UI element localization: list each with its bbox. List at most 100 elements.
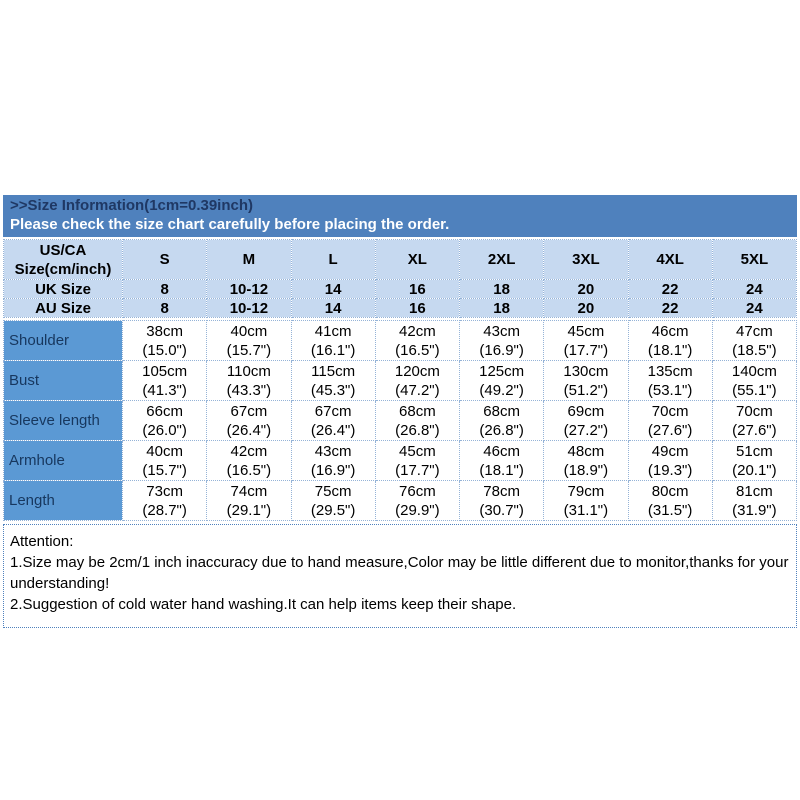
measurement-cm-value: 69cm xyxy=(567,402,605,420)
measurement-cm-value: 38cm xyxy=(146,322,183,340)
measurement-cm-value: 73cm xyxy=(146,482,183,500)
measurement-cm-value: 46cm xyxy=(651,322,689,340)
size-chart-panel: >>Size Information(1cm=0.39inch) Please … xyxy=(3,195,798,628)
size-number-cell: 14 xyxy=(290,279,376,299)
size-col-header: XL xyxy=(374,239,461,280)
measurement-cm-value: 46cm xyxy=(483,442,520,460)
measurement-cell: 74cm (29.1") xyxy=(206,480,292,521)
measurement-cm-value: 67cm xyxy=(314,402,352,420)
measurement-inch-value: (26.4") xyxy=(226,421,272,439)
measurement-cm-value: 130cm xyxy=(563,362,609,380)
corner-header-line1: US/CA xyxy=(39,241,87,259)
measurement-inch-value: (43.3") xyxy=(226,381,272,399)
measurement-inch-value: (26.0") xyxy=(142,421,187,439)
measurement-cm-value: 68cm xyxy=(483,402,520,420)
measurement-cell: 70cm (27.6") xyxy=(627,400,713,441)
measurement-cm-value: 49cm xyxy=(651,442,689,460)
measurement-cell: 135cm (53.1") xyxy=(627,360,713,401)
measurement-cell: 46cm (18.1") xyxy=(627,320,713,361)
measurement-cm-value: 105cm xyxy=(142,362,188,380)
banner-subtitle: Please check the size chart carefully be… xyxy=(10,216,450,233)
uk-size-row: UK Size 8 10-12 14 16 18 20 22 24 xyxy=(3,279,798,299)
measurement-cm-value: 41cm xyxy=(314,322,352,340)
measurement-cm-value: 78cm xyxy=(483,482,520,500)
measurement-cm-value: 74cm xyxy=(230,482,268,500)
measurement-inch-value: (16.9") xyxy=(479,341,524,359)
measurement-cell: 75cm (29.5") xyxy=(290,480,376,521)
measurement-cell: 40cm (15.7") xyxy=(121,440,208,481)
measurement-inch-value: (18.9") xyxy=(563,461,609,479)
size-number-cell: 18 xyxy=(458,298,545,318)
measurement-inch-value: (16.9") xyxy=(310,461,356,479)
measurement-label: Length xyxy=(3,480,123,521)
measurement-cm-value: 70cm xyxy=(651,402,689,420)
measurement-cell: 67cm (26.4") xyxy=(206,400,292,441)
measurement-cell: 48cm (18.9") xyxy=(543,440,629,481)
measurement-cell: 105cm (41.3") xyxy=(121,360,208,401)
measurement-inch-value: (31.5") xyxy=(647,501,693,519)
measurement-cm-value: 81cm xyxy=(736,482,773,500)
measurement-cell: 140cm (55.1") xyxy=(711,360,798,401)
size-number-cell: 10-12 xyxy=(206,298,292,318)
measurement-cell: 45cm (17.7") xyxy=(374,440,461,481)
measurement-inch-value: (55.1") xyxy=(732,381,777,399)
measurement-cell: 42cm (16.5") xyxy=(206,440,292,481)
measurement-cm-value: 115cm xyxy=(311,362,356,380)
size-col-header: 2XL xyxy=(458,239,545,280)
size-col-header: S xyxy=(121,239,208,280)
measurement-cell: 70cm (27.6") xyxy=(711,400,798,441)
measurement-cell: 38cm (15.0") xyxy=(121,320,208,361)
measurement-label: Bust xyxy=(3,360,123,401)
measurement-inch-value: (18.5") xyxy=(732,341,777,359)
measurement-cell: 81cm (31.9") xyxy=(711,480,798,521)
measurement-inch-value: (19.3") xyxy=(647,461,693,479)
measurement-inch-value: (30.7") xyxy=(479,501,524,519)
measurement-cm-value: 45cm xyxy=(399,442,436,460)
measurement-inch-value: (26.8") xyxy=(479,421,524,439)
attention-note1: 1.Size may be 2cm/1 inch inaccuracy due … xyxy=(10,554,789,592)
size-number-cell: 24 xyxy=(711,279,798,299)
measurement-cm-value: 67cm xyxy=(230,402,268,420)
measurement-row: Shoulder 38cm (15.0") 40cm (15.7") 41cm (16.1"… xyxy=(3,320,798,361)
measurement-cell: 78cm (30.7") xyxy=(458,480,545,521)
measurement-cell: 125cm (49.2") xyxy=(458,360,545,401)
measurement-cell: 73cm (28.7") xyxy=(121,480,208,521)
measurement-row: Length 73cm (28.7") 74cm (29.1") 75cm (29.5") 7… xyxy=(3,480,798,521)
size-number-cell: 14 xyxy=(290,298,376,318)
measurement-inch-value: (17.7") xyxy=(563,341,609,359)
size-header-row: US/CA Size(cm/inch) S M L XL 2XL 3XL 4XL 5XL xyxy=(3,239,798,280)
measurement-row: Armhole 40cm (15.7") 42cm (16.5") 43cm (16.9")… xyxy=(3,440,798,481)
measurement-cm-value: 66cm xyxy=(146,402,183,420)
measurement-inch-value: (16.5") xyxy=(226,461,272,479)
measurement-inch-value: (53.1") xyxy=(647,381,693,399)
measurement-cm-value: 110cm xyxy=(226,362,271,380)
measurement-cm-value: 42cm xyxy=(399,322,436,340)
measurement-cm-value: 125cm xyxy=(479,362,525,380)
measurement-inch-value: (29.1") xyxy=(226,501,272,519)
measurement-cell: 79cm (31.1") xyxy=(543,480,629,521)
size-col-header: 4XL xyxy=(627,239,713,280)
measurement-label: Shoulder xyxy=(3,320,123,361)
measurement-cell: 110cm (43.3") xyxy=(206,360,292,401)
measurement-inch-value: (15.7") xyxy=(142,461,187,479)
au-size-row: AU Size 8 10-12 14 16 18 20 22 24 xyxy=(3,298,798,318)
measurement-cm-value: 51cm xyxy=(736,442,773,460)
measurement-cm-value: 47cm xyxy=(736,322,773,340)
measurement-cell: 80cm (31.5") xyxy=(627,480,713,521)
measurement-inch-value: (27.2") xyxy=(563,421,609,439)
measurement-inch-value: (16.5") xyxy=(395,341,440,359)
measurement-cm-value: 140cm xyxy=(731,362,777,380)
measurement-inch-value: (29.5") xyxy=(310,501,356,519)
size-col-header: M xyxy=(206,239,292,280)
measurement-cm-value: 70cm xyxy=(736,402,773,420)
measurement-inch-value: (47.2") xyxy=(395,381,440,399)
measurement-inch-value: (20.1") xyxy=(732,461,777,479)
measurement-inch-value: (15.7") xyxy=(226,341,272,359)
measurement-cell: 68cm (26.8") xyxy=(374,400,461,441)
measurement-cm-value: 80cm xyxy=(651,482,689,500)
size-number-cell: 24 xyxy=(711,298,798,318)
size-number-cell: 8 xyxy=(121,279,208,299)
measurement-inch-value: (18.1") xyxy=(647,341,693,359)
size-number-cell: 22 xyxy=(627,279,713,299)
measurement-cm-value: 40cm xyxy=(146,442,183,460)
